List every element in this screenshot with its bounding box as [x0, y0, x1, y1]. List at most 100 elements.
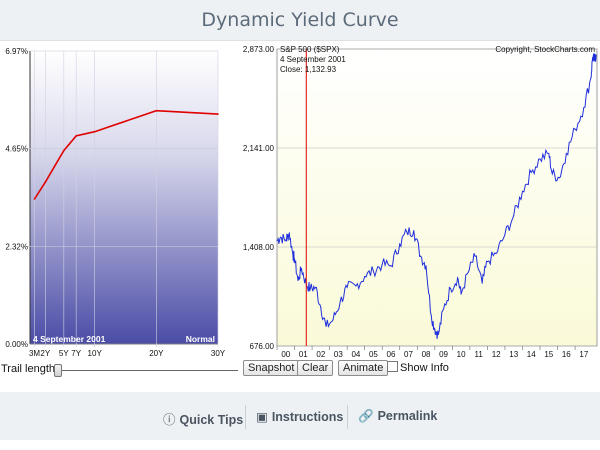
yield-x-tick-label: 3M	[29, 349, 40, 358]
yield-x-tick-label: 2Y	[40, 349, 50, 358]
trail-length-slider-handle[interactable]	[54, 364, 62, 377]
sp500-point	[425, 265, 427, 267]
show-info-toggle[interactable]: Show Info	[387, 361, 449, 374]
sp-x-tick-labels: 00 01 02 03 04 05 06 07 08 09 10 11 12 13 14 15 16 17	[281, 350, 589, 359]
sp500-point	[372, 270, 374, 272]
sp-y-tick-labels: 2,873.00 2,141.00 1,408.00 676.00	[243, 45, 275, 351]
permalink-link[interactable]: 🔗 Permalink	[358, 409, 437, 424]
yield-curve-points	[33, 109, 219, 200]
yield-x-tick-label: 5Y	[59, 349, 69, 358]
yield-point	[63, 149, 65, 152]
sp-x-tick-label: 12	[492, 350, 501, 359]
sp500-point	[390, 265, 392, 267]
sp500-point	[406, 231, 408, 233]
yield-x-tick-label: 10Y	[88, 349, 103, 358]
sp500-point	[280, 236, 282, 238]
yield-plot-area	[30, 51, 218, 344]
show-info-label: Show Info	[400, 362, 449, 374]
sp500-point	[551, 173, 553, 175]
sp-plot-area	[276, 48, 598, 347]
sp500-point	[339, 301, 341, 303]
clear-button[interactable]: Clear	[297, 360, 334, 376]
sp500-point	[288, 232, 290, 234]
sp500-point	[381, 263, 383, 265]
yield-point	[93, 130, 96, 133]
sp-x-tick-label: 08	[422, 350, 431, 359]
sp500-point	[292, 253, 294, 255]
permalink-label: Permalink	[377, 409, 438, 423]
footer-bar: ⓘ Quick Tips ▣ Instructions 🔗 Permalink	[0, 392, 600, 440]
sp500-point	[574, 128, 576, 130]
sp-x-tick-label: 06	[387, 350, 396, 359]
yield-y-tick-label: 4.65%	[5, 145, 28, 154]
sp500-point	[325, 326, 327, 328]
sp-x-tick-label: 13	[509, 350, 518, 359]
yield-x-tick-labels: 3M 2Y 5Y 7Y 10Y 20Y 30Y	[29, 349, 226, 358]
sp-x-tick-label: 15	[544, 350, 553, 359]
sp-x-tick-label: 03	[334, 350, 343, 359]
sp-x-tick-label: 07	[404, 350, 413, 359]
sp-x-tick-label: 14	[527, 350, 536, 359]
sp500-point	[285, 239, 287, 241]
animate-button[interactable]: Animate	[338, 360, 389, 376]
sp500-point	[558, 177, 560, 179]
page-title: Dynamic Yield Curve	[201, 9, 399, 31]
sp500-points	[276, 54, 597, 336]
sp500-point	[399, 243, 401, 245]
show-info-checkbox[interactable]	[387, 361, 398, 372]
instructions-link[interactable]: ▣ Instructions	[256, 409, 343, 424]
sp500-point	[593, 59, 595, 61]
quick-tips-link[interactable]: ⓘ Quick Tips	[163, 409, 243, 428]
instructions-label: Instructions	[271, 410, 344, 424]
yield-point	[44, 181, 47, 183]
yield-x-tick-label: 20Y	[149, 349, 164, 358]
trail-length-track[interactable]	[56, 370, 238, 371]
sp500-point	[513, 215, 515, 217]
yield-y-tick-label: 6.97%	[5, 47, 28, 56]
sp500-point	[315, 286, 317, 288]
yield-x-tick-label: 7Y	[71, 349, 81, 358]
sp500-point	[320, 307, 322, 309]
sp500-point	[583, 107, 585, 109]
sp500-point	[481, 282, 483, 284]
controls-bar: Trail length: Snapshot Clear Animate Sho…	[0, 358, 600, 378]
sp500-point	[346, 286, 348, 288]
sp500-point	[590, 77, 592, 79]
sp-x-tick-label: 09	[439, 350, 448, 359]
sp500-point	[443, 308, 445, 310]
sp-y-tick-label: 676.00	[250, 342, 275, 351]
sp500-point	[467, 271, 469, 273]
sp500-point	[539, 158, 541, 160]
charts-panel: 6.97% 4.65% 2.32% 0.00% 3M 2Y 5Y 7Y 10Y 20Y 30Y 4…	[0, 41, 600, 390]
yield-x-tick-label: 30Y	[211, 349, 226, 358]
sp-x-tick-label: 05	[369, 350, 378, 359]
charts-svg: 6.97% 4.65% 2.32% 0.00% 3M 2Y 5Y 7Y 10Y 20Y 30Y 4…	[5, 45, 598, 359]
yield-gridlines	[27, 50, 219, 347]
sp-x-tick-label: 04	[351, 350, 360, 359]
sp-copyright: Copyright, StockCharts.com	[495, 45, 595, 54]
sp-x-tick-label: 01	[299, 350, 308, 359]
sp-x-tick-label: 10	[457, 350, 466, 359]
trail-length-label: Trail length:	[1, 363, 59, 375]
sp500-point	[592, 57, 594, 59]
sp-date-text: 4 September 2001	[280, 55, 346, 64]
sp-x-tick-label: 17	[579, 350, 588, 359]
sp500-point	[495, 253, 497, 255]
sp-y-tick-label: 2,873.00	[243, 45, 275, 54]
yield-y-tick-label: 2.32%	[5, 242, 28, 251]
sp500-point	[457, 277, 459, 279]
sp500-point	[565, 152, 567, 154]
yield-y-tick-label: 0.00%	[5, 340, 28, 349]
sp500-point	[434, 328, 436, 330]
sp-gridlines	[276, 48, 597, 350]
book-icon: ▣	[256, 410, 268, 424]
footer-divider	[347, 405, 348, 429]
snapshot-button[interactable]: Snapshot	[243, 360, 300, 376]
sp500-point	[430, 315, 432, 317]
sp500-point	[294, 258, 296, 260]
sp-x-tick-label: 02	[316, 350, 325, 359]
sp-y-tick-label: 1,408.00	[243, 243, 275, 252]
sp500-point	[450, 288, 452, 290]
sp500-point	[504, 234, 506, 236]
yield-point	[75, 135, 77, 137]
